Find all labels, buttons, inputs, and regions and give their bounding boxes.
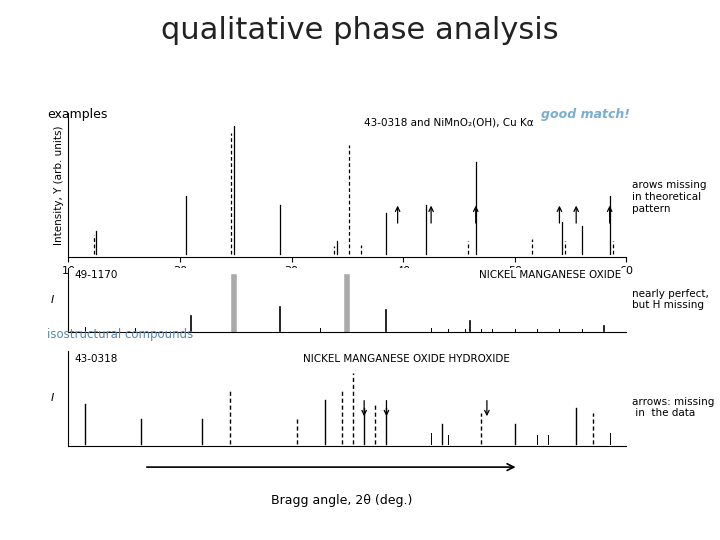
- Text: arows missing
in theoretical
pattern: arows missing in theoretical pattern: [632, 180, 706, 214]
- Text: I: I: [51, 393, 55, 403]
- Text: nearly perfect,
but H missing: nearly perfect, but H missing: [632, 289, 709, 310]
- Text: 43-0318 and NiMnO₂(OH), Cu Kα: 43-0318 and NiMnO₂(OH), Cu Kα: [364, 118, 534, 127]
- Text: 49-1170: 49-1170: [74, 271, 117, 280]
- Y-axis label: Intensity, Y (arb. units): Intensity, Y (arb. units): [54, 125, 64, 245]
- Text: NICKEL MANGANESE OXIDE HYDROXIDE: NICKEL MANGANESE OXIDE HYDROXIDE: [302, 354, 510, 364]
- Text: Bragg angle, 2θ (deg.): Bragg angle, 2θ (deg.): [271, 494, 413, 507]
- Text: qualitative phase analysis: qualitative phase analysis: [161, 16, 559, 45]
- Text: isostructural compounds: isostructural compounds: [47, 328, 193, 341]
- Text: arrows: missing
 in  the data: arrows: missing in the data: [632, 397, 714, 418]
- Text: examples: examples: [47, 108, 107, 121]
- Text: NICKEL MANGANESE OXIDE: NICKEL MANGANESE OXIDE: [479, 271, 621, 280]
- Text: I: I: [51, 295, 55, 305]
- Text: good match!: good match!: [541, 108, 630, 121]
- Text: 43-0318: 43-0318: [74, 354, 117, 364]
